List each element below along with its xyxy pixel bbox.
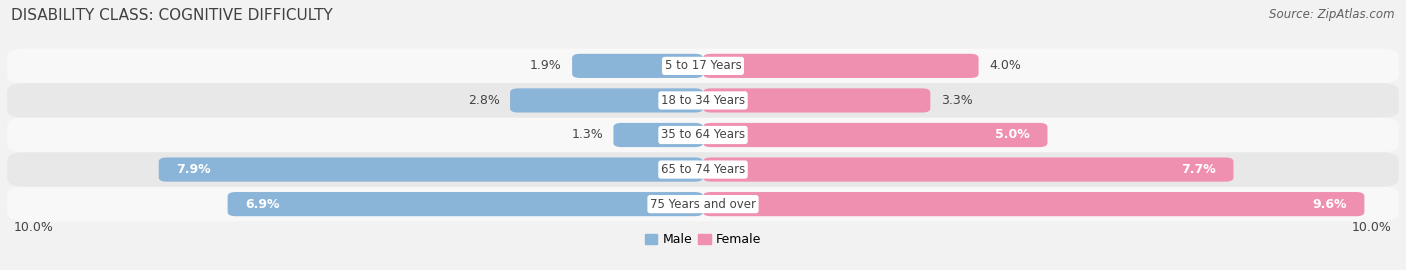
FancyBboxPatch shape bbox=[7, 49, 1399, 83]
Text: Source: ZipAtlas.com: Source: ZipAtlas.com bbox=[1270, 8, 1395, 21]
FancyBboxPatch shape bbox=[7, 152, 1399, 187]
FancyBboxPatch shape bbox=[7, 187, 1399, 221]
FancyBboxPatch shape bbox=[613, 123, 703, 147]
Text: DISABILITY CLASS: COGNITIVE DIFFICULTY: DISABILITY CLASS: COGNITIVE DIFFICULTY bbox=[11, 8, 333, 23]
FancyBboxPatch shape bbox=[703, 88, 931, 113]
Text: 9.6%: 9.6% bbox=[1313, 198, 1347, 211]
Text: 1.3%: 1.3% bbox=[571, 129, 603, 141]
Text: 4.0%: 4.0% bbox=[988, 59, 1021, 72]
Text: 5 to 17 Years: 5 to 17 Years bbox=[665, 59, 741, 72]
Text: 10.0%: 10.0% bbox=[14, 221, 53, 234]
FancyBboxPatch shape bbox=[159, 157, 703, 182]
FancyBboxPatch shape bbox=[703, 192, 1364, 216]
FancyBboxPatch shape bbox=[703, 123, 1047, 147]
Text: 3.3%: 3.3% bbox=[941, 94, 973, 107]
Legend: Male, Female: Male, Female bbox=[645, 233, 761, 246]
FancyBboxPatch shape bbox=[703, 157, 1233, 182]
Text: 75 Years and over: 75 Years and over bbox=[650, 198, 756, 211]
Text: 7.7%: 7.7% bbox=[1181, 163, 1216, 176]
Text: 7.9%: 7.9% bbox=[176, 163, 211, 176]
Text: 65 to 74 Years: 65 to 74 Years bbox=[661, 163, 745, 176]
Text: 35 to 64 Years: 35 to 64 Years bbox=[661, 129, 745, 141]
Text: 10.0%: 10.0% bbox=[1353, 221, 1392, 234]
FancyBboxPatch shape bbox=[7, 118, 1399, 152]
Text: 5.0%: 5.0% bbox=[995, 129, 1031, 141]
FancyBboxPatch shape bbox=[228, 192, 703, 216]
FancyBboxPatch shape bbox=[572, 54, 703, 78]
FancyBboxPatch shape bbox=[510, 88, 703, 113]
FancyBboxPatch shape bbox=[703, 54, 979, 78]
Text: 2.8%: 2.8% bbox=[468, 94, 499, 107]
FancyBboxPatch shape bbox=[7, 83, 1399, 118]
Text: 18 to 34 Years: 18 to 34 Years bbox=[661, 94, 745, 107]
Text: 6.9%: 6.9% bbox=[245, 198, 280, 211]
Text: 1.9%: 1.9% bbox=[530, 59, 562, 72]
